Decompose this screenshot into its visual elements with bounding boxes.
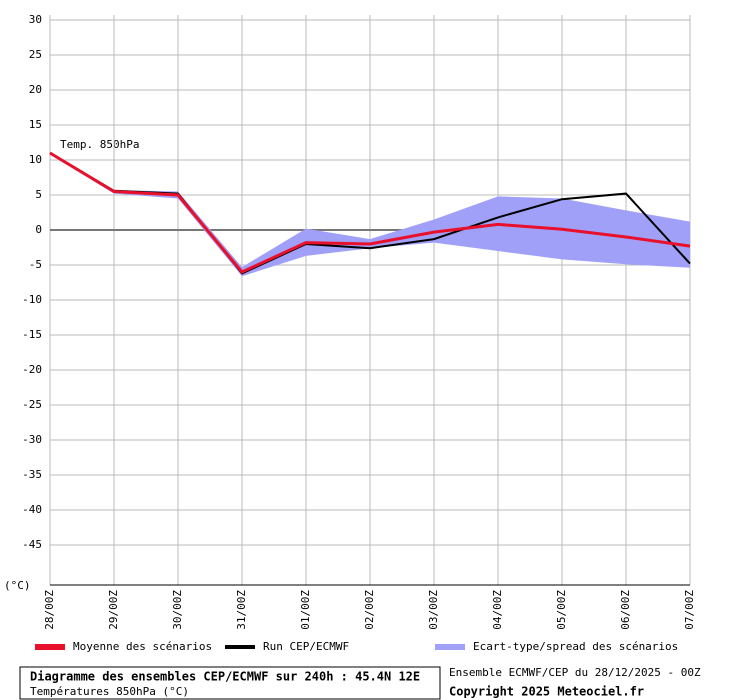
x-tick-label: 05/00Z — [555, 590, 568, 630]
footer-box — [19, 666, 441, 700]
x-tick-label: 07/00Z — [683, 590, 696, 630]
x-tick-label: 02/00Z — [363, 590, 376, 630]
x-tick-label: 30/00Z — [171, 590, 184, 630]
y-tick-label: -25 — [22, 398, 42, 411]
x-tick-label: 28/00Z — [43, 590, 56, 630]
y-tick-label: -20 — [22, 363, 42, 376]
y-tick-label: 30 — [29, 13, 42, 26]
y-tick-label: 25 — [29, 48, 42, 61]
legend-label: Moyenne des scénarios — [73, 640, 212, 653]
x-tick-label: 03/00Z — [427, 590, 440, 630]
y-tick-label: -15 — [22, 328, 42, 341]
spread-band — [50, 153, 690, 277]
y-tick-label: -40 — [22, 503, 42, 516]
footer-subtitle: Températures 850hPa (°C) — [30, 685, 189, 698]
y-tick-label: 20 — [29, 83, 42, 96]
x-tick-label: 29/00Z — [107, 590, 120, 630]
y-tick-label: 15 — [29, 118, 42, 131]
x-tick-label: 06/00Z — [619, 590, 632, 630]
y-tick-label: -45 — [22, 538, 42, 551]
y-tick-label: -5 — [29, 258, 42, 271]
x-tick-label: 04/00Z — [491, 590, 504, 630]
footer-run: Ensemble ECMWF/CEP du 28/12/2025 - 00Z — [449, 666, 701, 679]
y-tick-label: -30 — [22, 433, 42, 446]
y-tick-label: 0 — [35, 223, 42, 236]
x-tick-label: 31/00Z — [235, 590, 248, 630]
y-tick-label: 5 — [35, 188, 42, 201]
y-tick-label: -35 — [22, 468, 42, 481]
series-line — [49, 151, 691, 274]
legend-label: Ecart-type/spread des scénarios — [473, 640, 678, 653]
x-tick-label: 01/00Z — [299, 590, 312, 630]
y-tick-label: 10 — [29, 153, 42, 166]
footer-copyright: Copyright 2025 Meteociel.fr — [449, 685, 644, 699]
annotation: Temp. 850hPa — [60, 138, 139, 151]
y-unit: (°C) — [4, 579, 31, 592]
y-tick-label: -10 — [22, 293, 42, 306]
footer-title: Diagramme des ensembles CEP/ECMWF sur 24… — [30, 670, 420, 684]
legend-label: Run CEP/ECMWF — [263, 640, 349, 653]
